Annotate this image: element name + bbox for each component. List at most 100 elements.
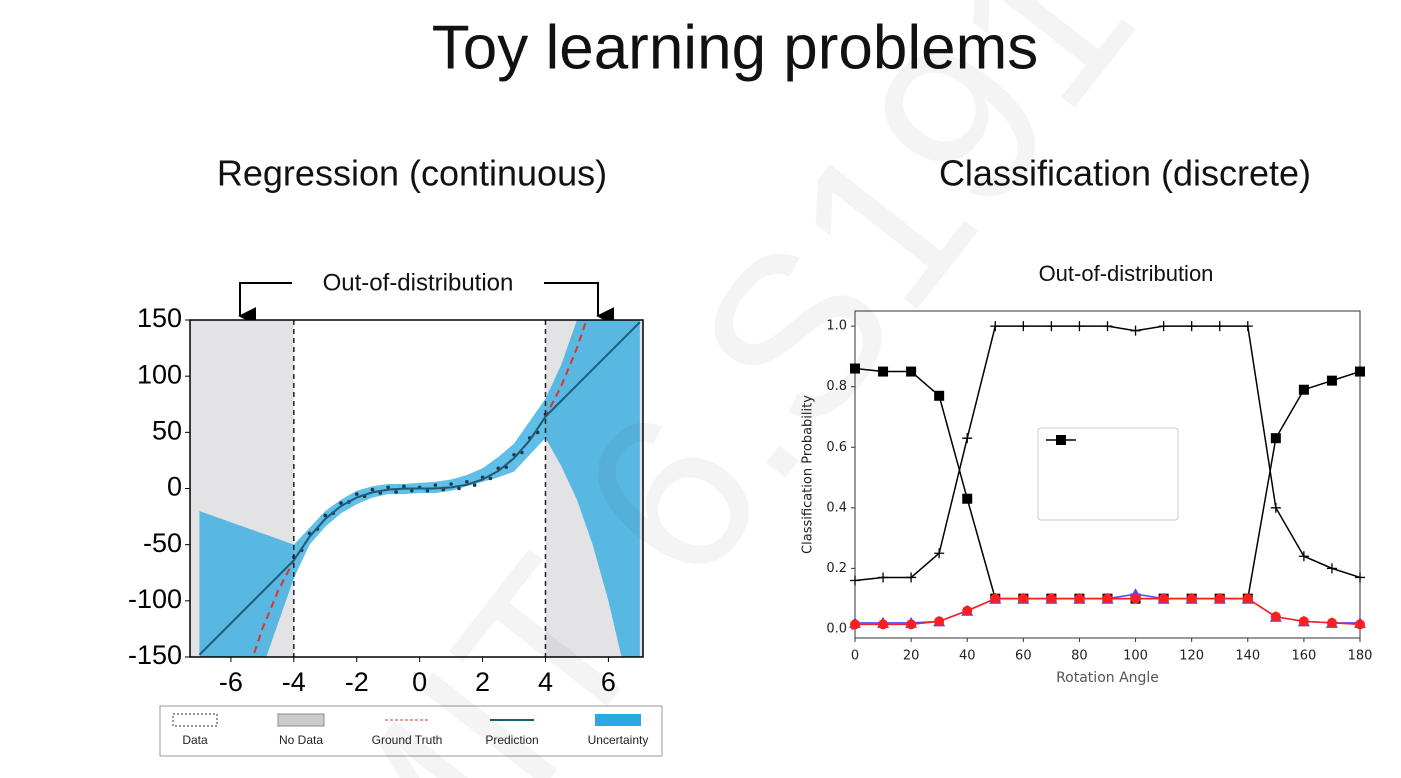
series-marker	[1158, 593, 1169, 604]
series-marker	[1326, 617, 1337, 628]
plot-content	[190, 320, 643, 657]
series-marker	[1074, 593, 1085, 604]
series-marker	[990, 593, 1001, 604]
legend-label: No Data	[279, 733, 323, 747]
chart-title: Regression (continuous)	[217, 153, 607, 194]
series-marker	[1355, 619, 1365, 630]
series-marker	[1355, 366, 1365, 377]
series-marker	[1074, 321, 1085, 332]
y-tick-label: -150	[128, 640, 182, 670]
series-marker	[906, 619, 917, 630]
legend-label: Ground Truth	[372, 733, 443, 747]
legend-swatch	[172, 713, 218, 727]
x-tick-label: 2	[475, 667, 490, 697]
y-tick-label: 1.0	[826, 319, 847, 334]
series-marker	[934, 390, 945, 401]
series-marker	[1326, 375, 1337, 386]
legend-label: Prediction	[485, 733, 538, 747]
y-tick-label: -50	[143, 528, 182, 558]
legend-label: Uncertainty	[588, 733, 649, 747]
series-marker	[906, 366, 917, 377]
series-marker	[1242, 593, 1253, 604]
prediction-line	[198, 321, 641, 656]
series-marker	[1018, 321, 1029, 332]
series-marker	[1326, 563, 1337, 574]
legend-label: Data	[182, 733, 208, 747]
x-tick-label: 60	[1015, 649, 1032, 664]
y-tick-label: 100	[137, 359, 182, 389]
x-tick-label: 100	[1123, 649, 1148, 664]
series-marker	[1270, 502, 1281, 513]
series-marker	[1130, 593, 1141, 604]
series-marker	[878, 619, 889, 630]
data-point	[472, 483, 477, 487]
annotation: Out-of-distribution	[323, 269, 514, 296]
x-tick-label: 0	[412, 667, 427, 697]
y-axis-label: Classification Probability	[801, 395, 816, 554]
x-tick-label: -4	[282, 667, 306, 697]
annotation: Out-of-distribution	[1039, 261, 1214, 286]
series-marker	[878, 572, 889, 583]
x-tick-label: 0	[851, 649, 859, 664]
y-tick-label: 50	[152, 415, 182, 445]
data-point	[339, 501, 343, 505]
series-marker	[850, 619, 860, 630]
series-marker	[1214, 593, 1225, 604]
legend-marker	[1056, 435, 1066, 445]
series-marker	[1355, 572, 1365, 583]
series-marker	[934, 548, 945, 559]
data-point	[409, 488, 414, 493]
series-marker	[1186, 321, 1197, 332]
series-marker	[850, 575, 860, 586]
series-marker	[1186, 593, 1197, 604]
series-marker	[1214, 321, 1225, 332]
series-marker	[1298, 551, 1309, 562]
x-tick-label: -6	[219, 667, 243, 697]
series-marker	[1130, 325, 1141, 336]
x-tick-label: -2	[345, 667, 369, 697]
series-marker	[878, 366, 889, 377]
data-point	[370, 487, 375, 492]
x-tick-label: 6	[601, 667, 616, 697]
y-tick-label: 0.6	[826, 440, 847, 455]
series-marker	[934, 616, 945, 627]
x-tick-label: 4	[538, 667, 553, 697]
data-point	[433, 483, 438, 487]
chart-title: Classification (discrete)	[939, 153, 1311, 194]
y-tick-label: -100	[128, 584, 182, 614]
series-marker	[906, 572, 917, 583]
series-marker	[1158, 321, 1169, 332]
data-point	[354, 492, 359, 496]
series-marker	[1102, 593, 1113, 604]
legend-box	[1037, 427, 1179, 521]
y-tick-label: 0.0	[826, 621, 847, 636]
x-tick-label: 160	[1291, 649, 1316, 664]
data-point	[465, 479, 469, 484]
y-tick-label: 0.4	[826, 500, 847, 515]
legend-box	[159, 705, 663, 757]
series-marker	[1046, 593, 1057, 604]
series-marker	[1242, 321, 1253, 332]
classification-chart: Classification (discrete) Out-of-distribu…	[801, 153, 1373, 686]
series-marker	[850, 363, 860, 374]
data-point	[402, 484, 406, 489]
data-point	[425, 488, 430, 493]
legend-swatch	[277, 713, 325, 727]
series-marker	[1270, 611, 1281, 622]
series-marker	[962, 493, 973, 504]
series-marker	[1298, 384, 1309, 395]
series-marker	[1102, 321, 1113, 332]
x-tick-label: 180	[1348, 649, 1373, 664]
data-point	[394, 490, 398, 494]
series-marker	[1298, 616, 1309, 627]
x-tick-label: 120	[1179, 649, 1204, 664]
series-marker	[990, 321, 1001, 332]
data-point	[323, 513, 328, 518]
legend-swatch	[595, 714, 641, 726]
slide-title: Toy learning problems	[432, 13, 1039, 82]
regression-chart: Regression (continuous) Out-of-distributi…	[128, 153, 663, 757]
series-marker	[962, 433, 973, 444]
annotation-arrow	[544, 282, 615, 325]
data-point	[488, 476, 493, 481]
